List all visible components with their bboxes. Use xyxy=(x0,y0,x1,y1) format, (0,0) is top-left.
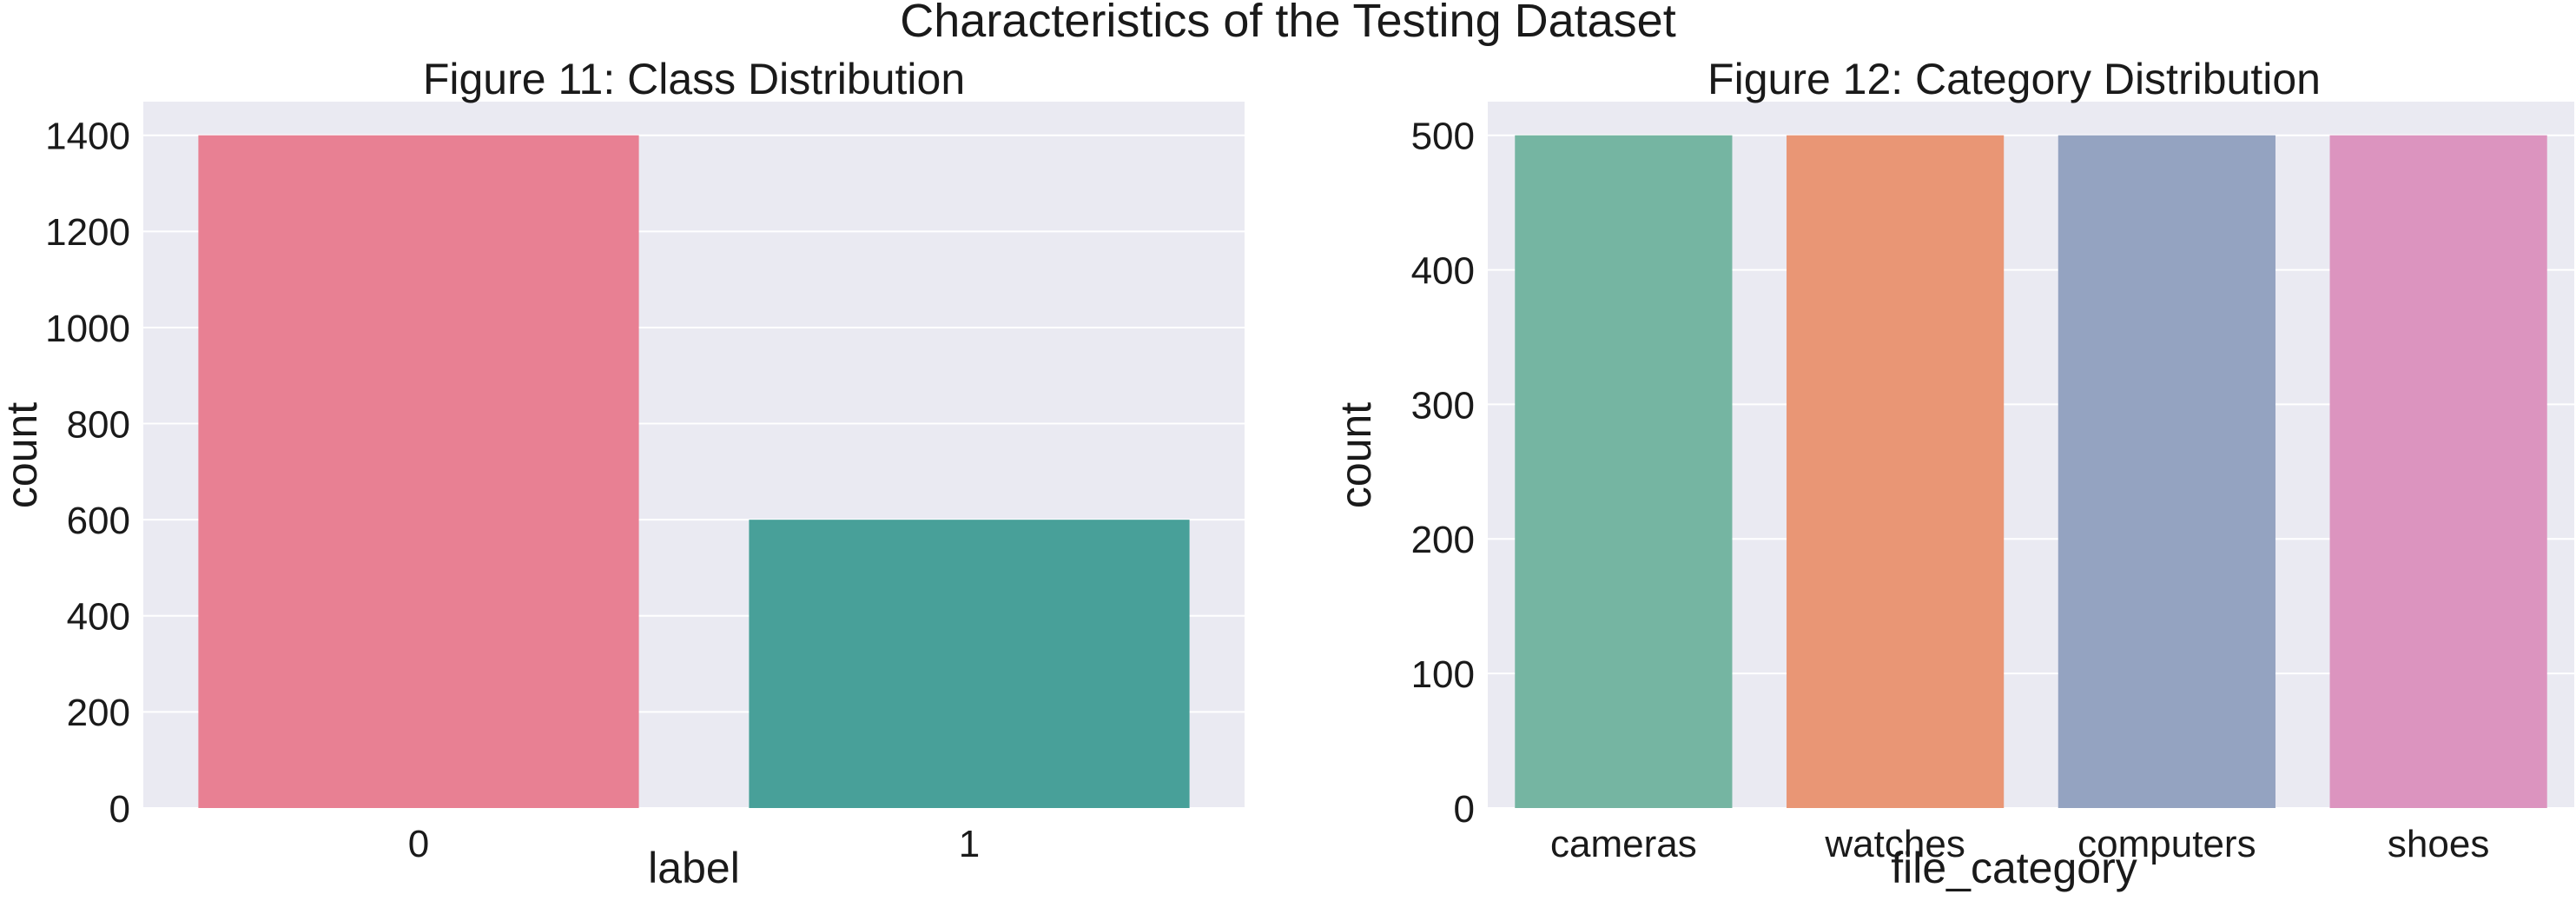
x-tick-label: shoes xyxy=(2388,823,2489,865)
y-tick-labels: 0 200 400 600 800 1000 1200 1400 xyxy=(45,116,130,831)
y-tick-label: 200 xyxy=(1411,519,1475,561)
bar xyxy=(198,135,639,808)
chart-title: Figure 12: Category Distribution xyxy=(1707,55,2321,103)
y-tick-label: 500 xyxy=(1411,116,1475,158)
y-tick-label: 600 xyxy=(67,500,130,542)
chart-title: Figure 11: Class Distribution xyxy=(423,55,965,103)
y-tick-label: 0 xyxy=(1454,788,1475,831)
y-tick-label: 1000 xyxy=(45,308,130,350)
y-tick-labels: 0 100 200 300 400 500 xyxy=(1411,116,1475,831)
y-tick-label: 200 xyxy=(67,692,130,734)
bar xyxy=(1787,135,2005,808)
y-axis-label: count xyxy=(0,402,46,508)
x-tick-label: computers xyxy=(2077,823,2256,865)
y-tick-label: 1400 xyxy=(45,116,130,158)
y-tick-label: 1200 xyxy=(45,211,130,254)
x-tick-labels: cameras watches computers shoes xyxy=(1550,823,2489,865)
y-tick-label: 400 xyxy=(1411,249,1475,292)
bars xyxy=(198,135,1190,808)
chart-category-distribution: 0 100 200 300 400 500 cameras watches computers… xyxy=(1331,55,2574,892)
bar xyxy=(2057,135,2275,808)
x-tick-label: 1 xyxy=(959,823,980,865)
bar xyxy=(749,520,1190,808)
bars xyxy=(1515,135,2547,808)
bar xyxy=(1515,135,1733,808)
x-tick-label: cameras xyxy=(1550,823,1697,865)
y-tick-label: 800 xyxy=(67,403,130,446)
y-tick-label: 100 xyxy=(1411,653,1475,696)
figure-suptitle: Characteristics of the Testing Dataset xyxy=(900,0,1675,47)
x-tick-label: watches xyxy=(1824,823,1965,865)
y-tick-label: 300 xyxy=(1411,384,1475,427)
x-axis-label: file_category xyxy=(1891,844,2137,892)
y-tick-label: 0 xyxy=(109,788,130,831)
x-tick-label: 0 xyxy=(408,823,429,865)
y-axis-label: count xyxy=(1331,402,1380,508)
x-axis-label: label xyxy=(648,844,740,892)
y-tick-label: 400 xyxy=(67,596,130,639)
bar xyxy=(2329,135,2547,808)
